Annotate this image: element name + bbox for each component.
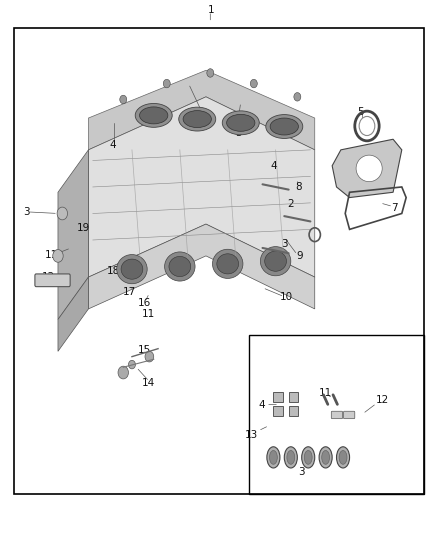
Circle shape <box>57 207 67 220</box>
Ellipse shape <box>269 450 277 464</box>
Ellipse shape <box>265 251 286 271</box>
Text: 11: 11 <box>142 309 155 319</box>
Text: 3: 3 <box>23 207 30 217</box>
Ellipse shape <box>140 107 168 124</box>
Circle shape <box>145 351 154 362</box>
Text: 3: 3 <box>298 467 305 477</box>
Circle shape <box>118 366 128 379</box>
Text: 12: 12 <box>375 395 389 405</box>
Circle shape <box>294 93 301 101</box>
Ellipse shape <box>117 255 147 284</box>
Polygon shape <box>88 224 315 309</box>
Text: 3: 3 <box>281 239 288 249</box>
Ellipse shape <box>121 259 143 279</box>
Text: 15: 15 <box>138 345 151 355</box>
Ellipse shape <box>169 256 191 277</box>
Text: 3: 3 <box>235 128 242 138</box>
Text: 2: 2 <box>287 199 294 209</box>
Circle shape <box>163 79 170 88</box>
Text: 10: 10 <box>280 292 293 302</box>
Text: 13: 13 <box>245 430 258 440</box>
Ellipse shape <box>336 447 350 468</box>
Ellipse shape <box>304 450 312 464</box>
Ellipse shape <box>179 107 216 131</box>
Polygon shape <box>332 139 402 198</box>
Text: 4: 4 <box>258 400 265 410</box>
Text: 6: 6 <box>391 156 398 165</box>
Ellipse shape <box>260 247 291 276</box>
Text: 12: 12 <box>42 272 55 281</box>
FancyBboxPatch shape <box>273 392 283 402</box>
Text: 14: 14 <box>142 378 155 388</box>
FancyBboxPatch shape <box>273 407 283 416</box>
Text: 9: 9 <box>296 251 303 261</box>
Text: 4: 4 <box>270 161 277 171</box>
FancyBboxPatch shape <box>35 274 70 287</box>
Text: 11: 11 <box>45 250 58 260</box>
Text: 16: 16 <box>138 297 151 308</box>
Circle shape <box>120 95 127 104</box>
Ellipse shape <box>183 111 212 127</box>
Circle shape <box>207 69 214 77</box>
Circle shape <box>128 360 135 369</box>
Ellipse shape <box>270 118 298 135</box>
Text: 5: 5 <box>357 107 364 117</box>
Ellipse shape <box>222 111 259 135</box>
FancyBboxPatch shape <box>289 392 298 402</box>
FancyBboxPatch shape <box>331 411 343 419</box>
FancyBboxPatch shape <box>289 407 298 416</box>
Text: 2: 2 <box>205 117 212 127</box>
Text: 7: 7 <box>391 203 398 213</box>
Ellipse shape <box>319 447 332 468</box>
Polygon shape <box>58 277 88 351</box>
Circle shape <box>251 79 257 88</box>
Text: 19: 19 <box>77 223 90 233</box>
Ellipse shape <box>135 103 172 127</box>
Ellipse shape <box>322 450 329 464</box>
FancyBboxPatch shape <box>343 411 355 419</box>
Ellipse shape <box>217 254 239 274</box>
Ellipse shape <box>165 252 195 281</box>
Text: 11: 11 <box>319 387 332 398</box>
Ellipse shape <box>339 450 347 464</box>
Text: 8: 8 <box>295 182 301 192</box>
Ellipse shape <box>267 447 280 468</box>
Ellipse shape <box>266 115 303 139</box>
Ellipse shape <box>226 114 255 131</box>
Polygon shape <box>88 70 315 150</box>
Ellipse shape <box>212 249 243 278</box>
Polygon shape <box>88 97 315 277</box>
Text: 17: 17 <box>123 287 136 297</box>
Text: 4: 4 <box>109 140 116 150</box>
Ellipse shape <box>356 155 382 182</box>
Text: 18: 18 <box>107 266 120 276</box>
Ellipse shape <box>302 447 315 468</box>
Ellipse shape <box>284 447 297 468</box>
Circle shape <box>53 249 63 262</box>
Text: 1: 1 <box>208 5 215 15</box>
Ellipse shape <box>287 450 295 464</box>
Polygon shape <box>58 150 88 319</box>
